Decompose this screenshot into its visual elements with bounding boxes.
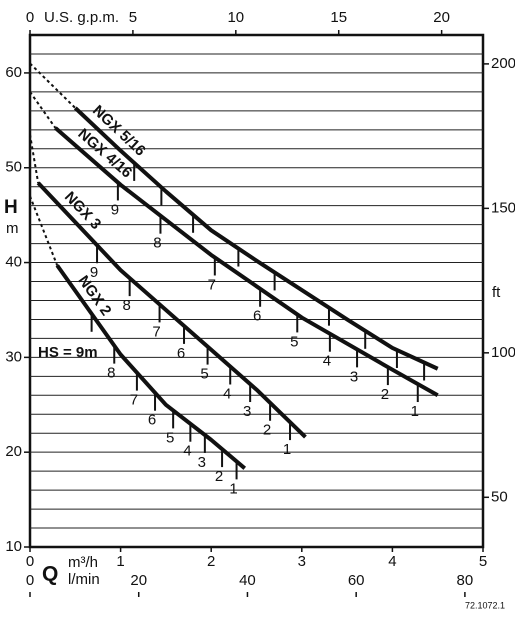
hs-mark-label: 5 [166, 429, 174, 446]
extrapolation [29, 195, 59, 266]
hs-mark-label: 3 [198, 454, 206, 471]
x2-axis-unit: l/min [68, 571, 100, 588]
curve-label: NGX 3 [61, 189, 104, 233]
hs-mark-label: 7 [152, 323, 160, 340]
x-tick-label: 2 [207, 553, 215, 570]
x3-tick-label: 5 [129, 9, 137, 26]
x-tick-label: 3 [298, 553, 306, 570]
hs-mark-label: 7 [208, 276, 216, 293]
hs-mark-label: 2 [263, 422, 271, 439]
extrapolation [29, 134, 40, 184]
x-tick-label: 4 [388, 553, 396, 570]
hs-mark-label: 4 [223, 385, 231, 402]
hs-mark-label: 4 [323, 353, 331, 370]
hs-mark-label: 3 [243, 403, 251, 420]
hs-mark-label: 9 [90, 264, 98, 281]
y-tick-label: 40 [5, 254, 22, 271]
x3-tick-label: 15 [330, 9, 347, 26]
figure-code: 72.1072.1 [465, 600, 505, 610]
hs-mark-label: 4 [183, 443, 191, 460]
hs-mark-label: 7 [130, 392, 138, 409]
hs-mark-label: 1 [229, 480, 237, 497]
y-tick-label: 30 [5, 348, 22, 365]
hs-mark-label: 2 [215, 468, 223, 485]
x2-tick-label: 40 [239, 572, 256, 589]
plot-frame [28, 33, 485, 549]
x2-tick-label: 0 [26, 572, 34, 589]
pump-curve [36, 181, 307, 439]
x-axis-label: Q [42, 563, 58, 586]
y-tick-label: 50 [5, 159, 22, 176]
hs-mark-label: 6 [148, 412, 156, 429]
x-axis-unit: m³/h [68, 554, 98, 571]
hs-label: HS = 9m [38, 344, 98, 361]
x2-tick-label: 20 [130, 572, 147, 589]
top-axis-label: U.S. g.p.m. [44, 9, 119, 26]
x-tick-label: 1 [116, 553, 124, 570]
hs-mark-label: 8 [107, 365, 115, 382]
x2-tick-label: 80 [457, 572, 474, 589]
hs-mark-label: 1 [283, 441, 291, 458]
y2-tick-label: 100 [491, 344, 515, 361]
extrapolation [29, 91, 57, 129]
y2-tick-label: 150 [491, 199, 515, 216]
x3-tick-label: 0 [26, 9, 34, 26]
y-axis-unit: m [6, 220, 19, 237]
x2-tick-label: 60 [348, 572, 365, 589]
hs-mark-label: 2 [381, 386, 389, 403]
hs-mark-label: 5 [200, 366, 208, 383]
y2-tick-label: 50 [491, 488, 508, 505]
hs-mark-label: 9 [111, 201, 119, 218]
y-tick-label: 10 [5, 538, 22, 555]
y-tick-label: 60 [5, 64, 22, 81]
hs-mark-label: 6 [253, 308, 261, 325]
hs-mark-label: 5 [290, 333, 298, 350]
x3-tick-label: 10 [227, 9, 244, 26]
pump-curve [54, 126, 439, 398]
y2-axis-unit: ft [492, 284, 501, 301]
x-tick-label: 0 [26, 553, 34, 570]
hs-mark-label: 3 [350, 368, 358, 385]
hs-mark-label: 8 [153, 235, 161, 252]
hs-mark-label: 1 [411, 403, 419, 420]
y2-tick-label: 200 [491, 55, 515, 72]
y-tick-label: 20 [5, 443, 22, 460]
y-axis-label: H [4, 197, 18, 218]
x3-tick-label: 20 [433, 9, 450, 26]
hs-mark-label: 8 [122, 297, 130, 314]
pump-curve [73, 106, 439, 371]
extrapolation [29, 62, 77, 109]
hs-mark-label: 6 [177, 345, 185, 362]
x-tick-label: 5 [479, 553, 487, 570]
